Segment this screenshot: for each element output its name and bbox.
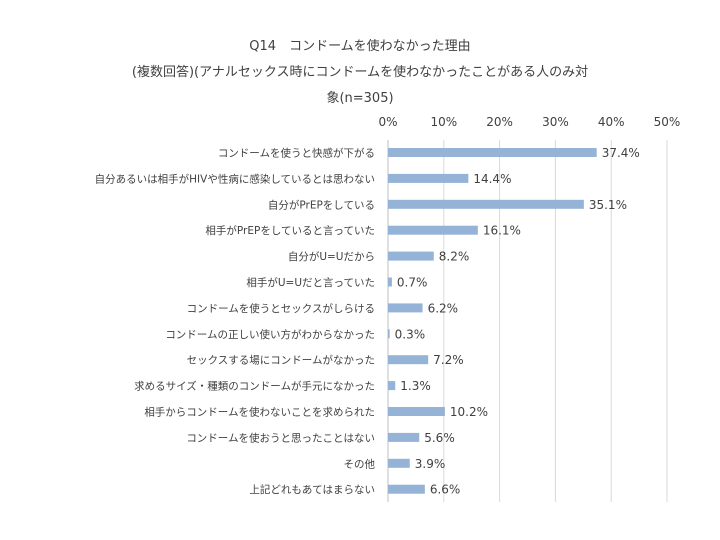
- x-tick-label: 30%: [542, 115, 569, 129]
- data-label: 1.3%: [400, 379, 431, 393]
- data-label: 14.4%: [473, 172, 511, 186]
- category-label: コンドームの正しい使い方がわからなかった: [165, 328, 375, 341]
- chart-title: Q14 コンドームを使わなかった理由 (複数回答)(アナルセックス時にコンドーム…: [0, 34, 720, 112]
- bar: [388, 432, 420, 442]
- data-label: 6.2%: [428, 301, 459, 315]
- chart-title-line-1: Q14 コンドームを使わなかった理由: [249, 39, 471, 54]
- category-label: 相手からコンドームを使わないことを求められた: [144, 406, 375, 419]
- category-label: その他: [344, 457, 376, 470]
- bar: [388, 148, 597, 157]
- data-label: 37.4%: [602, 146, 640, 160]
- chart-title-line-2: (複数回答)(アナルセックス時にコンドームを使わなかったことがある人のみ対: [131, 65, 589, 80]
- bar: [388, 484, 425, 494]
- data-label: 3.9%: [415, 457, 446, 471]
- bar: [388, 458, 410, 468]
- data-label: 0.3%: [395, 327, 426, 341]
- data-label: 35.1%: [589, 198, 627, 212]
- data-label: 7.2%: [433, 353, 464, 367]
- data-label: 5.6%: [424, 431, 455, 445]
- bar: [388, 355, 429, 365]
- bar: [388, 225, 478, 235]
- data-label: 6.6%: [430, 483, 461, 497]
- bar: [388, 251, 434, 261]
- category-label: 相手がU=Uだと言っていた: [246, 276, 375, 289]
- chart-title-line-3: 象(n=305): [326, 91, 394, 106]
- category-label: 求めるサイズ・種類のコンドームが手元になかった: [134, 380, 375, 393]
- bar: [388, 329, 390, 339]
- category-label: 自分がPrEPをしている: [268, 198, 375, 211]
- x-tick-label: 50%: [654, 115, 681, 129]
- data-label: 16.1%: [483, 224, 521, 238]
- category-label: 自分あるいは相手がHIVや性病に感染しているとは思わない: [95, 172, 375, 185]
- category-label: 相手がPrEPをしていると言っていた: [205, 224, 375, 237]
- bar: [388, 277, 392, 287]
- data-label: 10.2%: [450, 405, 488, 419]
- category-label: コンドームを使うと快感が下がる: [218, 147, 375, 160]
- bar: [388, 303, 423, 313]
- category-label: 自分がU=Uだから: [288, 250, 375, 263]
- category-label: コンドームを使うとセックスがしらける: [187, 302, 375, 315]
- bar: [388, 173, 469, 183]
- x-tick-label: 40%: [598, 115, 625, 129]
- x-tick-label: 0%: [378, 115, 397, 129]
- category-label: セックスする場にコンドームがなかった: [187, 354, 375, 367]
- data-label: 8.2%: [439, 250, 470, 264]
- category-label: 上記どれもあてはまらない: [249, 483, 375, 496]
- bar: [388, 381, 396, 391]
- x-tick-label: 20%: [486, 115, 513, 129]
- bar: [388, 199, 584, 209]
- bar: [388, 407, 445, 416]
- data-label: 0.7%: [397, 276, 428, 290]
- x-tick-label: 10%: [430, 115, 457, 129]
- category-label: コンドームを使おうと思ったことはない: [186, 431, 375, 444]
